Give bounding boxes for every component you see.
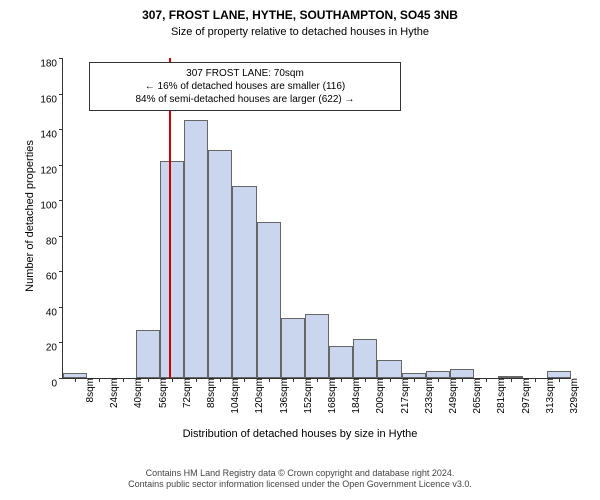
x-tick-label: 249sqm (442, 378, 459, 414)
histogram-bar (160, 161, 184, 378)
x-tick-label: 200sqm (369, 378, 386, 414)
histogram-bar (547, 371, 571, 378)
y-tick-label: 100 (40, 201, 63, 212)
x-tick-label: 265sqm (466, 378, 483, 414)
annotation-line-1: 307 FROST LANE: 70sqm (98, 67, 392, 80)
x-tick-label: 168sqm (321, 378, 338, 414)
y-tick-label: 20 (46, 343, 63, 354)
y-tick-label: 120 (40, 165, 63, 176)
x-axis-label: Distribution of detached houses by size … (0, 428, 600, 440)
histogram-bar (353, 339, 377, 378)
x-tick-label: 184sqm (345, 378, 362, 414)
y-tick-label: 140 (40, 130, 63, 141)
y-tick-label: 160 (40, 94, 63, 105)
y-tick-label: 60 (46, 272, 63, 283)
x-tick-label: 329sqm (563, 378, 580, 414)
x-tick-label: 313sqm (539, 378, 556, 414)
plot-area: 307 FROST LANE: 70sqm ← 16% of detached … (62, 58, 571, 379)
y-axis-label: Number of detached properties (24, 136, 36, 296)
annotation-line-2: ← 16% of detached houses are smaller (11… (98, 80, 392, 93)
histogram-bar (305, 314, 329, 378)
annotation-box: 307 FROST LANE: 70sqm ← 16% of detached … (89, 62, 401, 111)
x-tick-label: 56sqm (152, 378, 169, 408)
x-tick-label: 297sqm (515, 378, 532, 414)
chart-title: 307, FROST LANE, HYTHE, SOUTHAMPTON, SO4… (0, 8, 600, 22)
histogram-bar (257, 222, 281, 378)
histogram-bar (136, 330, 160, 378)
x-tick-label: 8sqm (79, 378, 96, 402)
footer-text: Contains HM Land Registry data © Crown c… (0, 468, 600, 490)
y-tick-label: 180 (40, 59, 63, 70)
histogram-bar (450, 369, 474, 378)
x-tick-label: 281sqm (490, 378, 507, 414)
x-tick-label: 40sqm (127, 378, 144, 408)
histogram-bar (208, 150, 232, 378)
annotation-line-3: 84% of semi-detached houses are larger (… (98, 93, 392, 106)
y-tick-label: 0 (51, 379, 63, 390)
histogram-bar (377, 360, 401, 378)
x-tick-label: 72sqm (176, 378, 193, 408)
x-tick-label: 88sqm (200, 378, 217, 408)
x-tick-label: 152sqm (297, 378, 314, 414)
histogram-bar (281, 318, 305, 378)
chart-container: 307, FROST LANE, HYTHE, SOUTHAMPTON, SO4… (0, 0, 600, 500)
footer-line-1: Contains HM Land Registry data © Crown c… (0, 468, 600, 479)
histogram-bar (184, 120, 208, 378)
histogram-bar (329, 346, 353, 378)
footer-line-2: Contains public sector information licen… (0, 479, 600, 490)
histogram-bar (232, 186, 256, 378)
x-tick-label: 120sqm (248, 378, 265, 414)
x-tick-label: 104sqm (224, 378, 241, 414)
y-tick-label: 80 (46, 236, 63, 247)
x-tick-label: 136sqm (273, 378, 290, 414)
x-tick-label: 24sqm (103, 378, 120, 408)
x-tick-label: 217sqm (394, 378, 411, 414)
y-tick-label: 40 (46, 307, 63, 318)
x-tick-label: 233sqm (418, 378, 435, 414)
histogram-bar (426, 371, 450, 378)
chart-subtitle: Size of property relative to detached ho… (0, 26, 600, 38)
